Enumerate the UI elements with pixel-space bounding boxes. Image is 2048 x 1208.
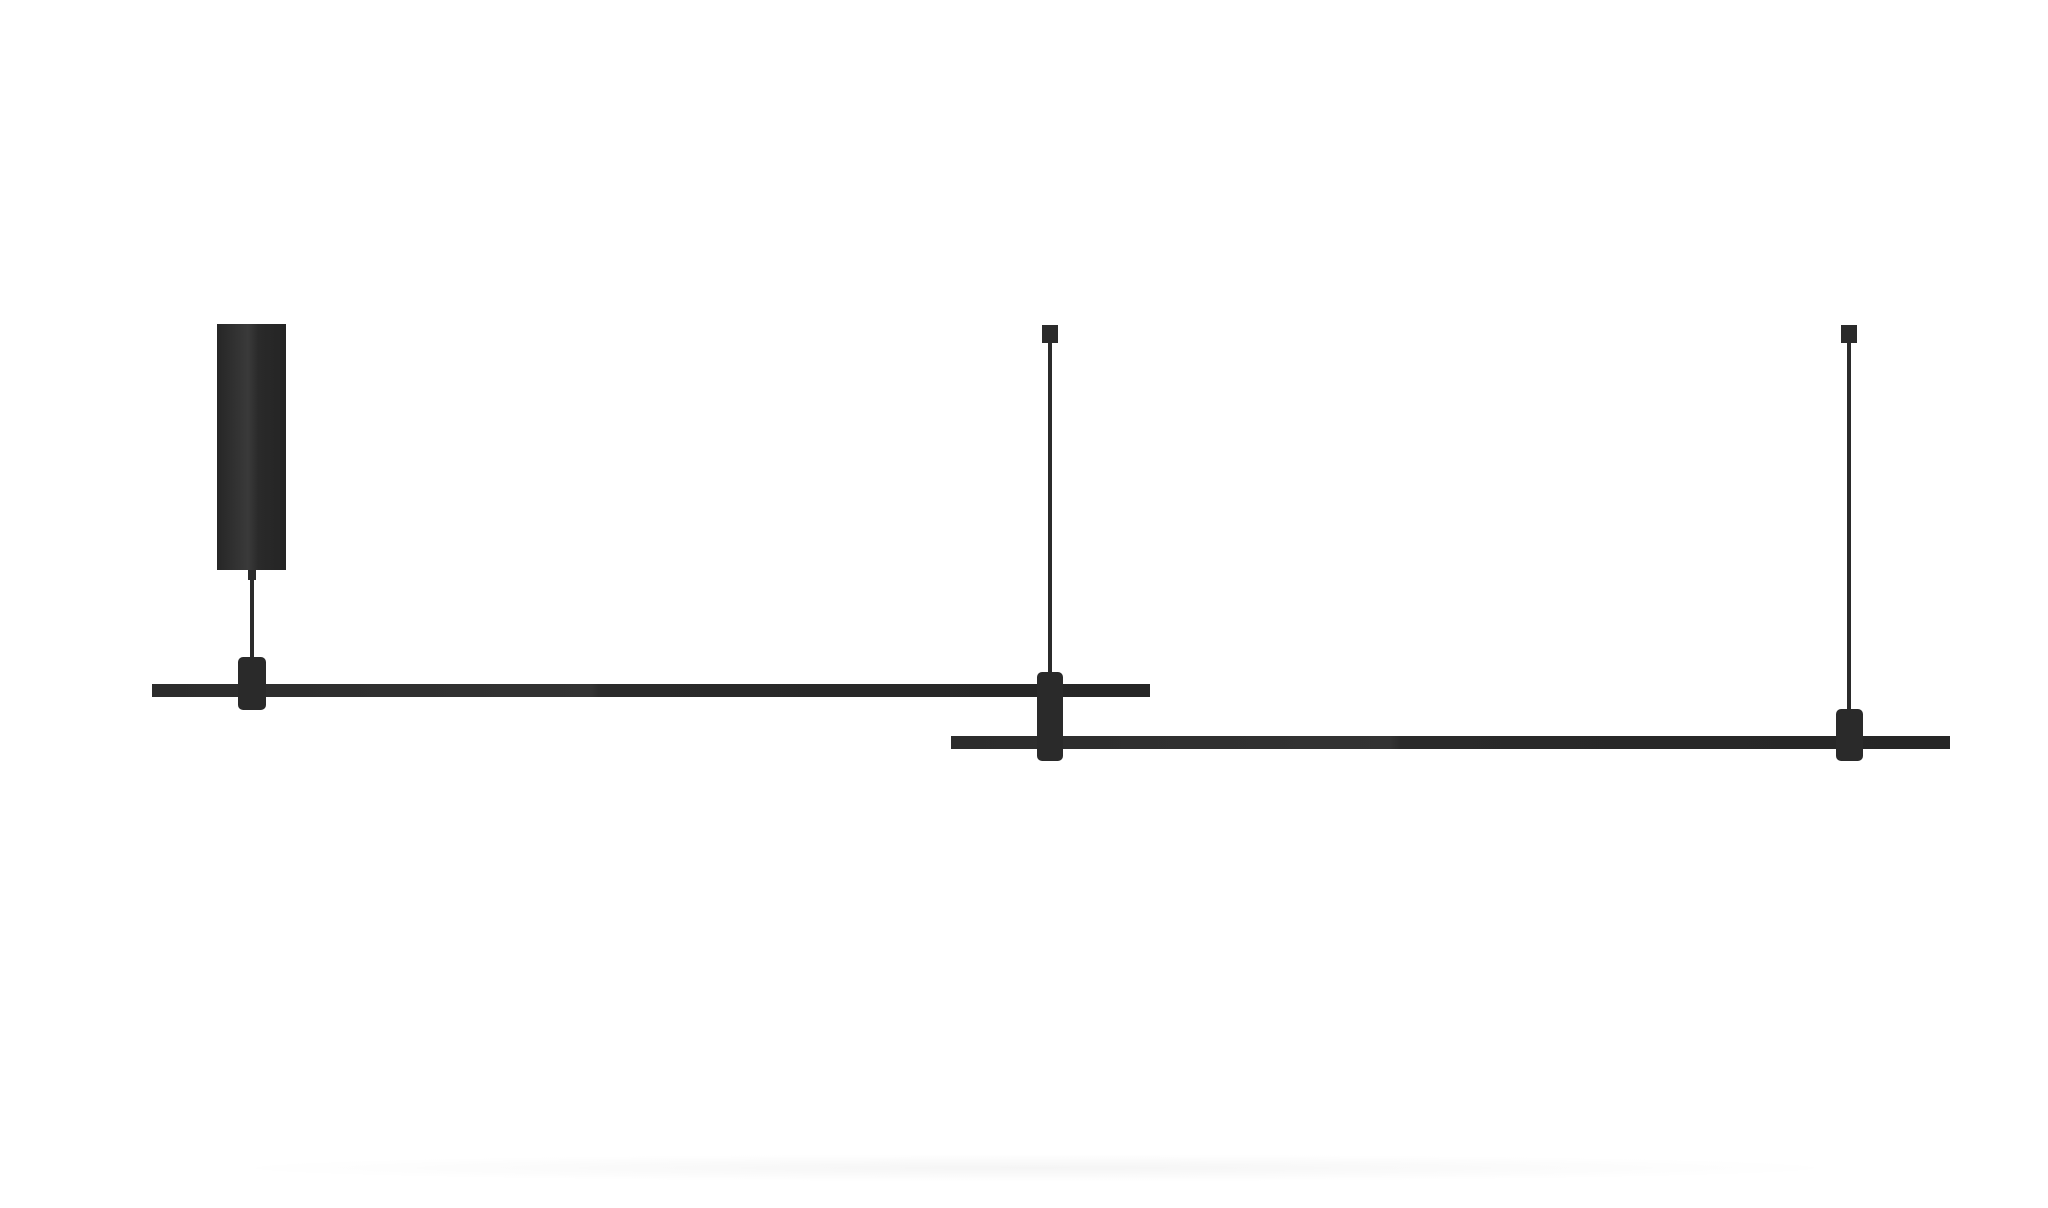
rod-cap-right (1841, 325, 1857, 343)
light-bar-lower (951, 736, 1950, 749)
ceiling-canopy (217, 324, 286, 570)
suspension-rod-right (1847, 343, 1851, 713)
rod-collar-left (248, 570, 256, 580)
connector-clip-middle (1037, 672, 1063, 761)
rod-cap-middle (1042, 325, 1058, 343)
connector-clip-left (238, 657, 266, 710)
connector-clip-right (1836, 709, 1863, 761)
light-bar-upper (152, 684, 1150, 697)
floor-shadow (215, 1154, 1855, 1182)
suspension-rod-left (250, 570, 254, 660)
suspension-rod-middle (1048, 343, 1052, 673)
